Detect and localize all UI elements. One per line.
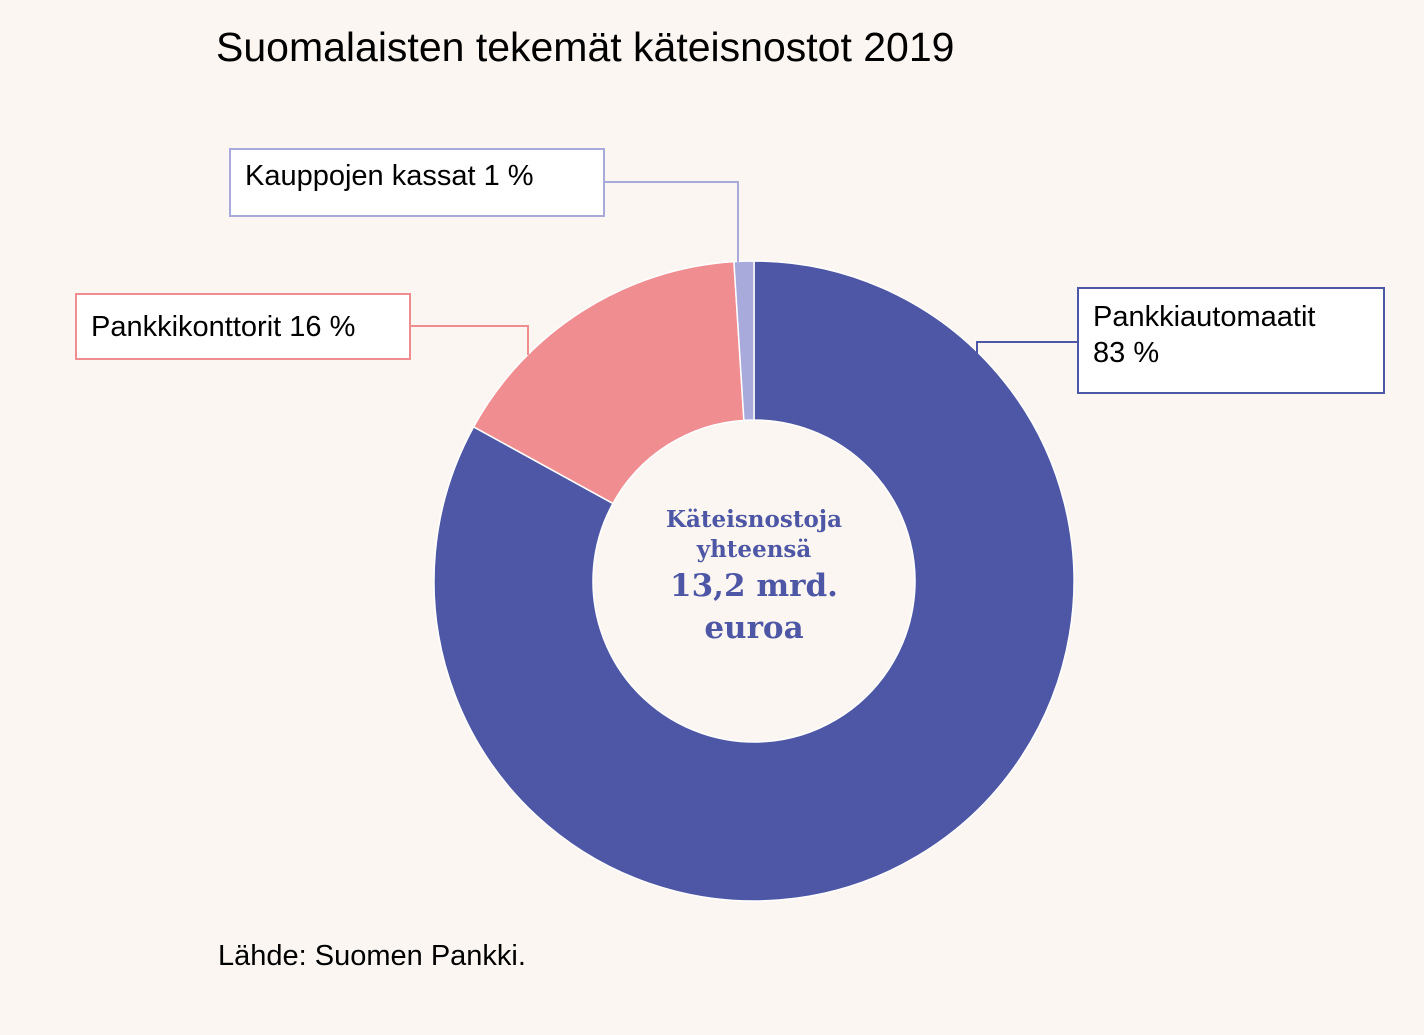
donut-center-text: Käteisnostoja yhteensä 13,2 mrd. euroa	[594, 505, 914, 649]
slice-label-line: Kauppojen kassat 1 %	[245, 160, 534, 192]
center-text-line: euroa	[704, 610, 804, 646]
slice-label-pankkiautomaatit: Pankkiautomaatit 83 %	[1077, 287, 1385, 394]
donut-slice-pankkikonttorit	[472, 260, 745, 505]
center-text-line: Käteisnostoja	[665, 506, 843, 533]
leader-line-pankkikonttorit	[411, 325, 529, 355]
leader-line-pankkiautomaatit	[976, 341, 1077, 357]
slice-label-line: 83 %	[1093, 337, 1160, 369]
slice-label-line: Pankkikonttorit 16 %	[91, 311, 356, 343]
slice-label-line: Pankkiautomaatit	[1093, 301, 1316, 333]
center-text-line: 13,2 mrd.	[670, 568, 838, 604]
donut-slice-pankkiautomaatit	[433, 260, 1075, 902]
slice-label-pankkikonttorit: Pankkikonttorit 16 %	[75, 293, 411, 360]
leader-line-kauppojen-kassat	[605, 181, 739, 262]
source-note: Lähde: Suomen Pankki.	[218, 940, 526, 972]
chart-title: Suomalaisten tekemät käteisnostot 2019	[216, 24, 955, 70]
donut-slice-kauppojen-kassat	[733, 260, 755, 422]
center-text-line: yhteensä	[696, 536, 812, 563]
slice-label-kauppojen-kassat: Kauppojen kassat 1 %	[229, 148, 605, 217]
